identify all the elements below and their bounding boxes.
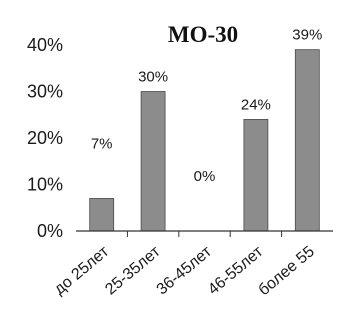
data-label: 0% <box>194 168 216 185</box>
x-tick-label: 25-35лет <box>102 243 164 299</box>
data-label: 7% <box>91 135 113 152</box>
x-tick-label: 36-45лет <box>154 243 216 299</box>
y-tick-label: 30% <box>27 82 63 102</box>
bar <box>140 91 166 232</box>
data-label: 24% <box>241 96 271 113</box>
bar <box>294 49 320 232</box>
data-label: 30% <box>138 69 168 86</box>
bar <box>243 119 269 232</box>
chart-title: МО-30 <box>168 22 238 47</box>
data-labels-group: 7% 30% 0% 24% 39% <box>91 27 322 185</box>
y-tick-label: 10% <box>27 175 63 195</box>
x-tick-label: до 25лет <box>51 243 113 299</box>
y-tick-label: 40% <box>27 35 63 55</box>
y-tick-label: 20% <box>27 128 63 148</box>
y-axis: 0% 10% 20% 30% 40% <box>27 35 63 241</box>
y-tick-label: 0% <box>37 221 63 241</box>
bars-group <box>89 49 320 232</box>
bar <box>89 198 115 232</box>
x-tick-label: более 55 <box>256 243 318 299</box>
data-label: 39% <box>292 27 322 44</box>
